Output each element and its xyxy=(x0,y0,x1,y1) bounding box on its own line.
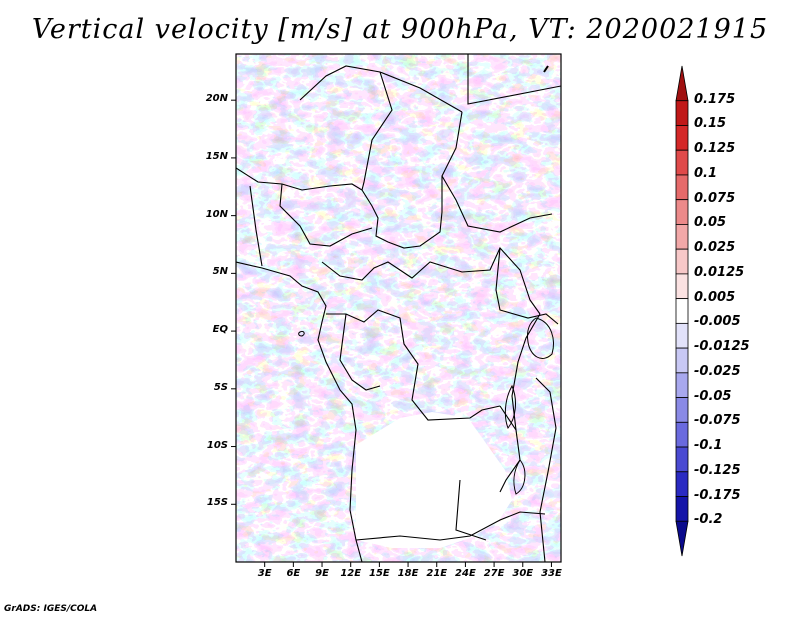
colorbar-level-label: -0.025 xyxy=(694,363,741,379)
colorbar-level-label: -0.125 xyxy=(694,462,741,478)
colorbar-level-label: 0.15 xyxy=(694,116,727,132)
colorbar-box xyxy=(675,446,689,473)
grads-credit: GrADS: IGES/COLA xyxy=(4,604,98,614)
map-title: Vertical velocity [m/s] at 900hPa, VT: 2… xyxy=(31,14,769,45)
colorbar-level-label: -0.1 xyxy=(694,438,723,454)
colorbar-level-label: -0.175 xyxy=(694,487,741,503)
lon-tick-label: 24E xyxy=(455,568,476,579)
lat-tick-label: 15S xyxy=(206,497,228,509)
plot-frame xyxy=(235,53,562,563)
colorbar-level-label: 0.05 xyxy=(694,215,727,231)
colorbar-box xyxy=(675,100,689,126)
colorbar-level-label: 0.075 xyxy=(694,190,736,206)
lake-outlines xyxy=(298,317,554,495)
lat-tick-label: 5N xyxy=(212,266,228,278)
colorbar-box xyxy=(675,248,689,275)
colorbar-level-label: 0.125 xyxy=(694,141,736,157)
colorbar-level-label: 0.175 xyxy=(694,91,736,107)
lon-tick-label: 12E xyxy=(340,568,362,579)
lat-tick-label: 10S xyxy=(206,439,228,451)
colorbar-box xyxy=(675,520,689,557)
colorbar-box xyxy=(675,174,689,201)
lon-tick-label: 21E xyxy=(426,568,448,579)
colorbar-box xyxy=(675,347,689,374)
lat-tick-label: 10N xyxy=(205,208,228,220)
velocity-field xyxy=(236,54,561,562)
colorbar-level-label: -0.0125 xyxy=(694,339,750,355)
colorbar-level-label: 0.005 xyxy=(694,289,736,305)
colorbar-box xyxy=(675,224,689,250)
lon-tick-label: 27E xyxy=(483,568,505,579)
colorbar-level-label: -0.075 xyxy=(694,413,741,429)
colorbar-box xyxy=(675,125,689,151)
lat-tick-label: 5S xyxy=(213,381,228,393)
lon-tick-label: 18E xyxy=(397,568,419,579)
colorbar xyxy=(675,65,689,557)
colorbar-level-label: 0.1 xyxy=(694,165,718,181)
lat-tick-label: EQ xyxy=(212,324,228,336)
colorbar-level-label: 0.025 xyxy=(694,240,736,256)
colorbar-box xyxy=(675,421,689,448)
lon-tick-label: 3E xyxy=(257,568,272,579)
colorbar-box xyxy=(675,65,689,102)
lat-tick-label: 15N xyxy=(205,150,228,162)
colorbar-level-label: -0.2 xyxy=(694,512,723,528)
colorbar-box xyxy=(675,496,689,522)
lon-tick-label: 30E xyxy=(512,568,534,579)
country-borders xyxy=(236,54,561,562)
colorbar-box xyxy=(675,372,689,398)
colorbar-level-label: -0.005 xyxy=(694,314,741,330)
colorbar-box xyxy=(675,322,689,349)
colorbar-box xyxy=(675,199,689,225)
lon-tick-label: 9E xyxy=(315,568,329,579)
colorbar-box xyxy=(675,273,689,300)
lon-tick-label: 6E xyxy=(286,568,301,579)
colorbar-box xyxy=(675,149,689,176)
lon-tick-label: 33E xyxy=(541,568,562,579)
lon-tick-label: 15E xyxy=(369,568,390,579)
colorbar-level-label: -0.05 xyxy=(694,388,732,404)
lat-tick-label: 20N xyxy=(205,93,228,105)
colorbar-level-label: 0.0125 xyxy=(694,264,745,280)
axis-ticks xyxy=(231,99,552,567)
colorbar-box xyxy=(675,397,689,423)
colorbar-box xyxy=(675,298,689,324)
colorbar-box xyxy=(675,471,689,497)
masked-highland-region xyxy=(356,412,512,548)
